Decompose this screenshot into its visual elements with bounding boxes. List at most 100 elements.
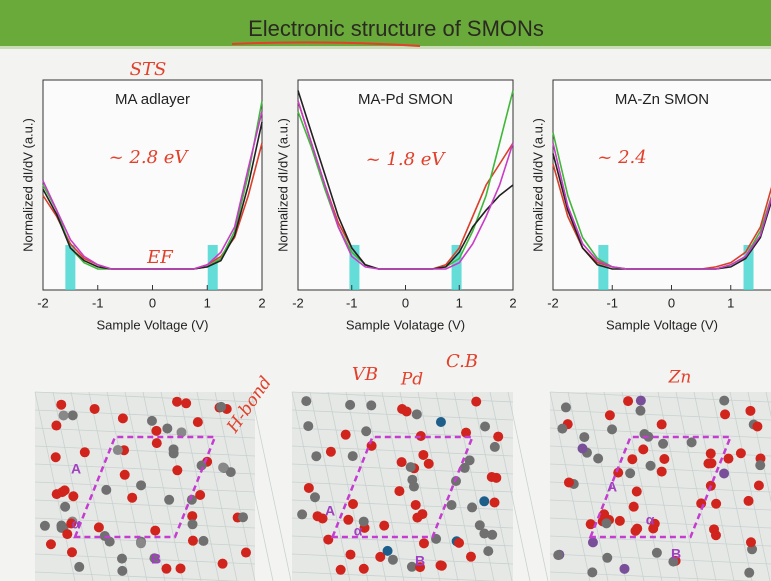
atom (345, 400, 355, 410)
atom (418, 450, 428, 460)
x-tick-label: -1 (346, 295, 358, 310)
atom (553, 550, 563, 560)
atom (176, 563, 186, 573)
atom (394, 486, 404, 496)
atom (479, 496, 489, 506)
atom (561, 402, 571, 412)
atom (578, 444, 588, 454)
x-tick-label: 2 (258, 295, 265, 310)
atom (557, 424, 567, 434)
atom (56, 521, 66, 531)
atom (711, 499, 721, 509)
atom (687, 437, 697, 447)
atom (304, 483, 314, 493)
atom (127, 493, 137, 503)
atom (366, 400, 376, 410)
lattice-label: α (646, 512, 655, 528)
atom (615, 516, 625, 526)
atom (723, 454, 733, 464)
lattice-label: B (151, 551, 161, 567)
handwritten-note: Pd (400, 370, 423, 390)
x-tick-label: -1 (92, 295, 104, 310)
atom (241, 548, 251, 558)
atom (218, 559, 228, 569)
atom (744, 496, 754, 506)
atom (709, 524, 719, 534)
lattice-label: A (325, 503, 335, 519)
band-highlight (208, 245, 218, 290)
atom (303, 421, 313, 431)
handwritten-note: STS (130, 59, 167, 80)
atom (313, 511, 323, 521)
lattice-label: A (607, 479, 617, 495)
atom (627, 454, 637, 464)
atom (348, 499, 358, 509)
atom (117, 554, 127, 564)
atom (147, 416, 157, 426)
atom (471, 397, 481, 407)
atom (56, 400, 66, 410)
lattice-line (508, 392, 548, 581)
atom (311, 451, 321, 461)
atom (619, 564, 629, 574)
handwritten-note: ~ 2.4 (597, 147, 646, 168)
handwritten-note: ~ 2.8 eV (109, 147, 190, 168)
atom (607, 424, 617, 434)
atom (412, 513, 422, 523)
atom (635, 406, 645, 416)
atom (409, 482, 419, 492)
atom (74, 562, 84, 572)
atom (326, 447, 336, 457)
atom (172, 397, 182, 407)
lattice-line (251, 392, 291, 581)
atom (101, 485, 111, 495)
atom (169, 448, 179, 458)
atom (151, 426, 161, 436)
atom (706, 458, 716, 468)
slide-title: Electronic structure of SMONs (248, 16, 544, 41)
chart-title: MA-Pd SMON (358, 91, 453, 108)
slide: Electronic structure of SMONs -2-1012MA … (0, 0, 771, 581)
atom (94, 522, 104, 532)
atom (397, 457, 407, 467)
atom (297, 509, 307, 519)
atom (172, 465, 182, 475)
y-axis-label: Normalized dI/dV (a.u.) (530, 118, 545, 252)
atom (310, 492, 320, 502)
atom (51, 452, 61, 462)
atom (579, 432, 589, 442)
atom (652, 548, 662, 558)
atom (745, 406, 755, 416)
atom (632, 486, 642, 496)
atom (755, 460, 765, 470)
x-axis-label: Sample Voltage (V) (606, 317, 718, 332)
atom (68, 491, 78, 501)
atom (51, 421, 61, 431)
atom (454, 538, 464, 548)
atom (479, 529, 489, 539)
atom (436, 417, 446, 427)
atom (348, 451, 358, 461)
atom (746, 537, 756, 547)
atom (466, 552, 476, 562)
x-tick-label: -2 (37, 295, 49, 310)
atom (752, 421, 762, 431)
atom (216, 402, 226, 412)
x-tick-label: -2 (547, 295, 559, 310)
atom (754, 481, 764, 491)
atom (657, 467, 667, 477)
atom (343, 515, 353, 525)
handwritten-note: EF (146, 247, 174, 268)
atom (90, 404, 100, 414)
atom (68, 410, 78, 420)
atom (341, 430, 351, 440)
atom (601, 518, 611, 528)
atom (480, 422, 490, 432)
atom (117, 566, 127, 576)
atom (361, 426, 371, 436)
handwritten-note: Zn (668, 368, 692, 388)
x-tick-label: 1 (727, 295, 734, 310)
atom (301, 396, 311, 406)
atom (136, 538, 146, 548)
atom (60, 502, 70, 512)
